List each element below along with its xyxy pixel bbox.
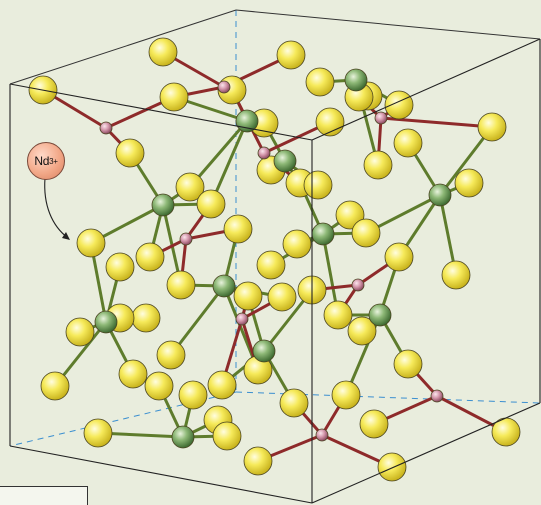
nd-ion-charge: 3+ — [49, 156, 58, 166]
caption-box — [0, 486, 88, 505]
anion-atom — [131, 303, 161, 333]
anion-atom — [243, 446, 273, 476]
anion-atom — [276, 40, 306, 70]
green-bond — [188, 119, 249, 189]
small-cation-atom — [430, 389, 444, 403]
small-cation-atom — [179, 232, 193, 246]
anion-atom — [393, 349, 423, 379]
anion-atom — [76, 228, 106, 258]
nd-cation-atom — [368, 303, 392, 327]
anion-atom — [148, 37, 178, 67]
anion-atom — [166, 270, 196, 300]
anion-atom — [279, 388, 309, 418]
nd-ion-label: Nd 3+ — [27, 142, 65, 180]
anion-atom — [65, 317, 95, 347]
anion-atom — [105, 252, 135, 282]
anion-atom — [363, 150, 393, 180]
anion-atom — [223, 214, 253, 244]
back-cell-edges — [9, 9, 541, 85]
anion-atom — [207, 370, 237, 400]
small-cation-atom — [351, 278, 365, 292]
anion-atom — [178, 380, 208, 410]
anion-atom — [359, 409, 389, 439]
label-arrow — [44, 177, 70, 240]
anion-atom — [118, 359, 148, 389]
anion-atom — [135, 242, 165, 272]
nd-cation-atom — [94, 310, 118, 334]
anion-atom — [305, 67, 335, 97]
nd-cation-atom — [151, 193, 175, 217]
small-cation-atom — [374, 111, 388, 125]
anion-atom — [256, 250, 286, 280]
anion-atom — [347, 316, 377, 346]
small-cation-atom — [99, 121, 113, 135]
small-cation-atom — [217, 80, 231, 94]
nd-cation-atom — [344, 68, 368, 92]
anion-atom — [282, 229, 312, 259]
anion-atom — [212, 421, 242, 451]
nd-cation-atom — [311, 222, 335, 246]
small-cation-atom — [315, 428, 329, 442]
nd-ion-symbol: Nd — [34, 154, 50, 168]
anion-atom — [40, 371, 70, 401]
anion-atom — [441, 260, 471, 290]
anion-atom — [303, 170, 333, 200]
anion-atom — [233, 281, 263, 311]
front-cell-edges — [9, 38, 541, 504]
nd-cation-atom — [252, 339, 276, 363]
atoms-layer — [28, 37, 521, 482]
anion-atom — [196, 189, 226, 219]
anion-atom — [267, 282, 297, 312]
nd-cation-atom — [428, 183, 452, 207]
anion-atom — [477, 112, 507, 142]
anion-atom — [377, 452, 407, 482]
anion-atom — [115, 138, 145, 168]
anion-atom — [156, 340, 186, 370]
green-bond — [169, 284, 226, 357]
anion-atom — [175, 172, 205, 202]
anion-atom — [384, 90, 414, 120]
green-bond — [209, 119, 249, 206]
hidden-cell-edges — [9, 10, 541, 447]
anion-atom — [331, 380, 361, 410]
anion-atom — [159, 82, 189, 112]
nd-cation-atom — [171, 425, 195, 449]
anion-atom — [144, 371, 174, 401]
small-cation-atom — [235, 312, 249, 326]
anion-atom — [83, 418, 113, 448]
anion-atom — [454, 168, 484, 198]
nd-cation-atom — [235, 109, 259, 133]
anion-atom — [384, 242, 414, 272]
anion-atom — [393, 128, 423, 158]
nd-cation-atom — [212, 274, 236, 298]
anion-atom — [323, 300, 353, 330]
small-cation-atom — [257, 146, 271, 160]
red-bond — [379, 116, 494, 129]
anion-atom — [351, 218, 381, 248]
nd-cation-atom — [273, 149, 297, 173]
